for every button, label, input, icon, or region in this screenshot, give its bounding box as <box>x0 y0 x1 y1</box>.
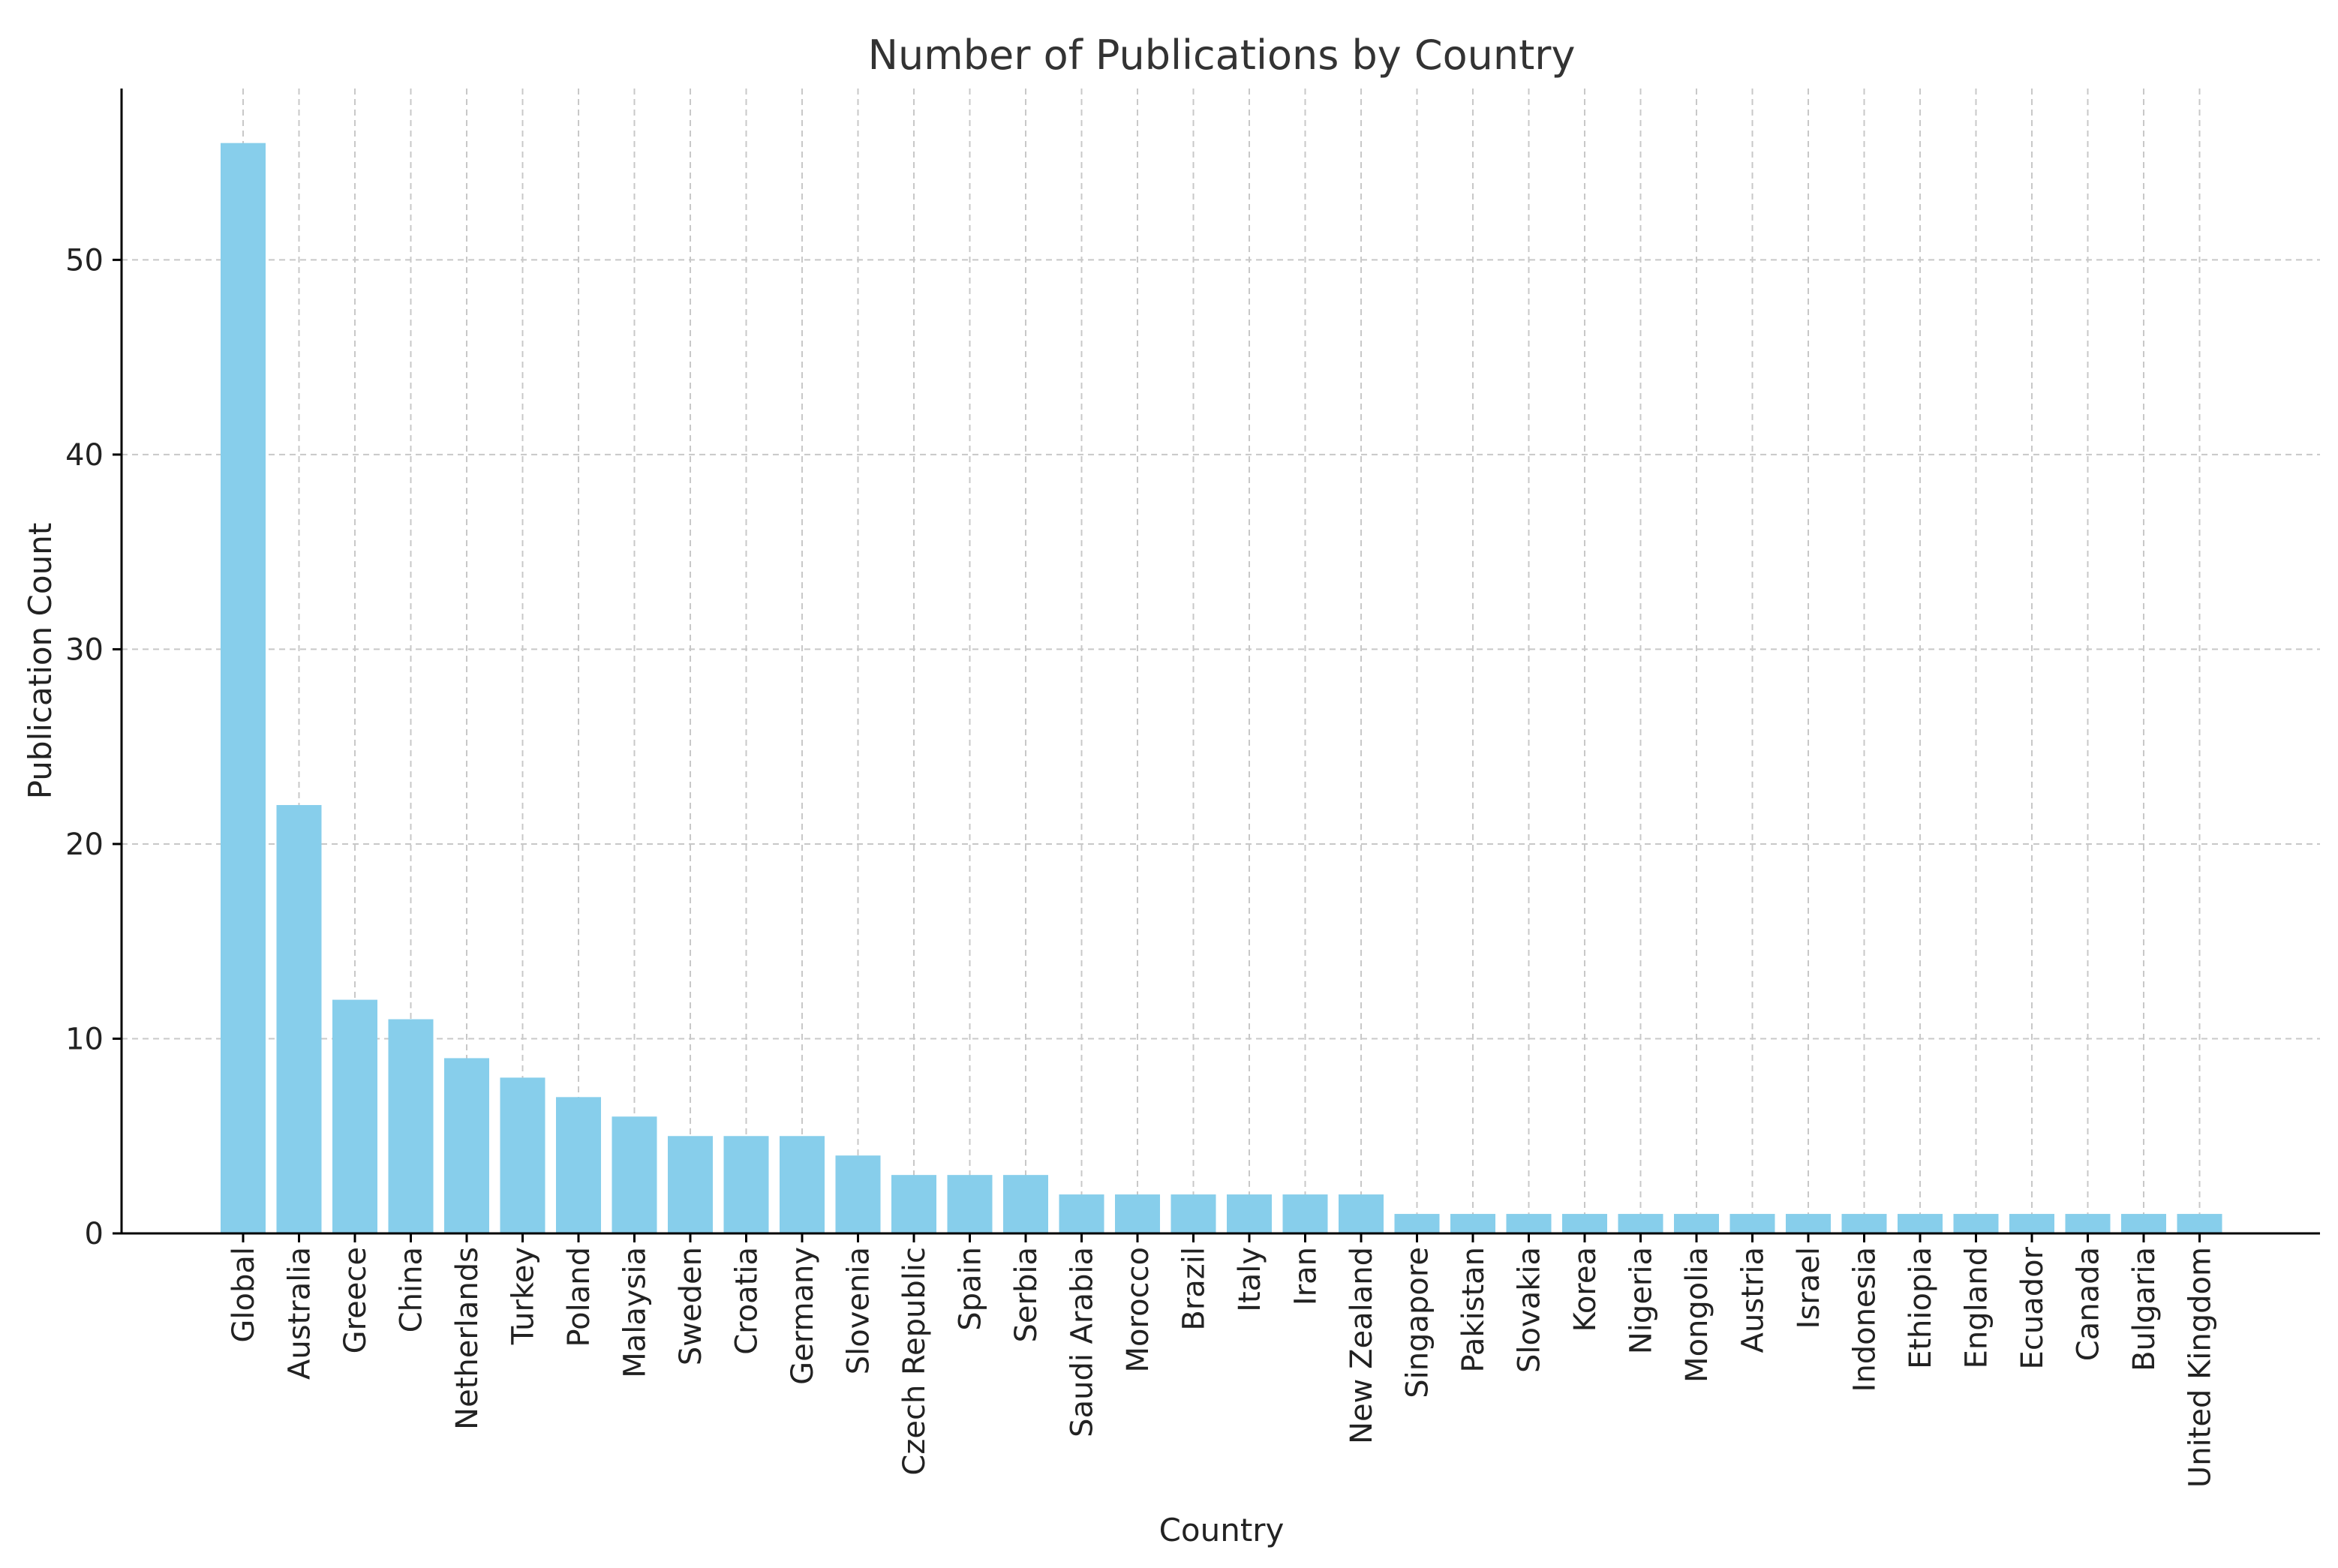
x-tick-label: Ethiopia <box>1904 1247 1938 1369</box>
x-tick-label: Iran <box>1289 1247 1324 1305</box>
x-tick-label: England <box>1960 1247 1994 1368</box>
bar <box>2009 1214 2054 1233</box>
bar <box>221 143 266 1234</box>
x-tick-label: Indonesia <box>1848 1247 1883 1392</box>
bar <box>780 1136 825 1233</box>
bar <box>388 1019 434 1233</box>
x-tick-label: Ecuador <box>2015 1246 2050 1369</box>
x-tick-label: New Zealand <box>1345 1247 1379 1444</box>
bar <box>723 1136 769 1233</box>
bar <box>1729 1214 1775 1233</box>
bar <box>1841 1214 1887 1233</box>
axes <box>120 89 2320 1235</box>
bar <box>1282 1194 1328 1233</box>
x-tick-label: Slovenia <box>842 1247 876 1374</box>
x-axis-title: Country <box>1159 1512 1285 1548</box>
y-axis-title: Publication Count <box>22 523 59 800</box>
bar <box>1115 1194 1160 1233</box>
bar <box>500 1077 545 1233</box>
bar <box>612 1116 657 1233</box>
x-tick-label: Global <box>227 1247 261 1343</box>
bars <box>221 143 2222 1234</box>
x-tick-label: Canada <box>2072 1247 2106 1361</box>
bar <box>1953 1214 1999 1233</box>
x-tick-label: Mongolia <box>1680 1247 1714 1383</box>
x-tick-label: Malaysia <box>618 1247 653 1378</box>
x-tick-label: Croatia <box>730 1247 765 1355</box>
bar <box>1674 1214 1719 1233</box>
x-tick-label: Czech Republic <box>897 1247 932 1476</box>
bar <box>276 805 322 1233</box>
x-tick-label: Austria <box>1736 1247 1771 1353</box>
bar <box>891 1175 936 1233</box>
y-tick-label: 50 <box>65 243 104 278</box>
bar <box>1786 1214 1831 1233</box>
bar <box>1562 1214 1607 1233</box>
bar <box>835 1155 881 1233</box>
x-tick-label: Slovakia <box>1513 1247 1547 1373</box>
x-tick-label: Turkey <box>506 1247 541 1345</box>
x-tick-label: Pakistan <box>1456 1247 1491 1373</box>
x-tick-label: Israel <box>1792 1247 1826 1329</box>
x-tick-label: Saudi Arabia <box>1065 1247 1100 1437</box>
bar <box>332 999 377 1233</box>
bar <box>1227 1194 1272 1233</box>
bar <box>1450 1214 1495 1233</box>
bar <box>1171 1194 1216 1233</box>
x-tick-label: Morocco <box>1121 1247 1155 1372</box>
bar <box>1394 1214 1440 1233</box>
y-tick-label: 20 <box>65 828 104 862</box>
bar <box>2065 1214 2111 1233</box>
x-tick-label: Singapore <box>1401 1247 1435 1398</box>
x-tick-label: Nigeria <box>1624 1247 1659 1354</box>
x-tick-label: Sweden <box>674 1247 708 1365</box>
bar <box>1059 1194 1104 1233</box>
bar <box>2177 1214 2222 1233</box>
bar <box>1003 1175 1048 1233</box>
x-tick-label: Spain <box>954 1247 988 1331</box>
x-tick-label: Germany <box>786 1247 820 1385</box>
bar <box>1898 1214 1943 1233</box>
x-tick-label: Australia <box>283 1247 317 1380</box>
x-tick-label: Poland <box>562 1247 597 1347</box>
bar <box>1618 1214 1663 1233</box>
bar <box>2121 1214 2166 1233</box>
x-tick-label: Italy <box>1233 1247 1267 1312</box>
y-tick-label: 10 <box>65 1022 104 1056</box>
y-tick-label: 40 <box>65 438 104 473</box>
y-ticks: 0 10 20 30 40 50 <box>65 243 122 1251</box>
x-tick-label: Netherlands <box>450 1247 485 1430</box>
x-tick-label: Bulgaria <box>2127 1247 2162 1371</box>
chart-title: Number of Publications by Country <box>868 32 1576 79</box>
y-tick-label: 30 <box>65 632 104 667</box>
y-tick-label: 0 <box>85 1217 104 1251</box>
bar <box>1506 1214 1552 1233</box>
x-tick-label: Brazil <box>1177 1247 1212 1331</box>
grid <box>122 89 2320 1234</box>
bar <box>668 1136 713 1233</box>
x-tick-label: Serbia <box>1009 1247 1044 1342</box>
x-tick-label: China <box>395 1247 429 1332</box>
x-tick-label: United Kingdom <box>2183 1247 2218 1488</box>
x-ticks: Global Australia Greece China Netherlands Tur… <box>227 1233 2218 1488</box>
x-tick-label: Korea <box>1568 1247 1603 1332</box>
bar <box>444 1058 489 1233</box>
bar <box>556 1097 601 1233</box>
x-tick-label: Greece <box>338 1247 373 1353</box>
bar <box>1339 1194 1384 1233</box>
bar <box>947 1175 993 1233</box>
